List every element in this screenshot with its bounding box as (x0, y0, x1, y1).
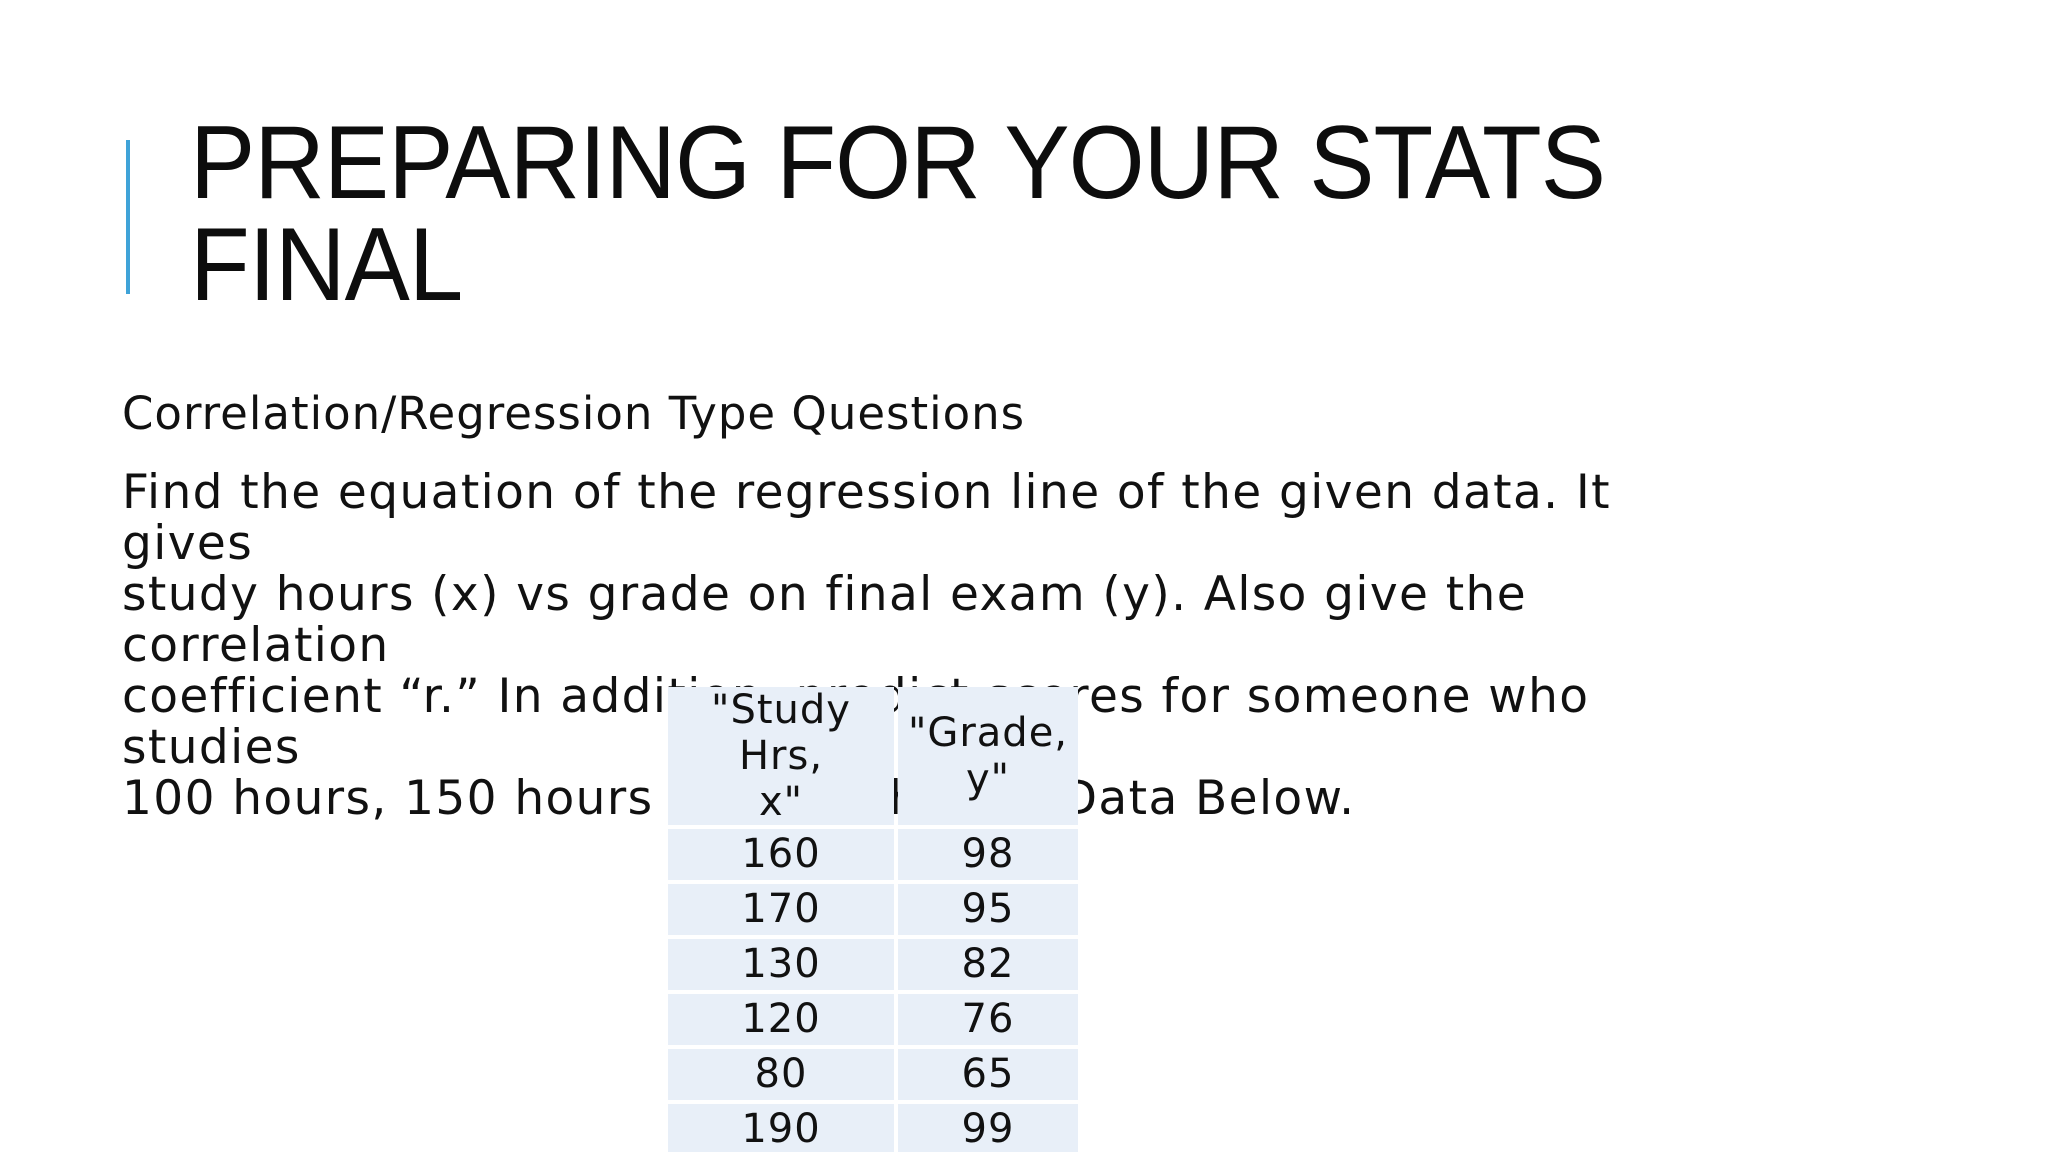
table-row: 170 95 (668, 884, 1078, 935)
cell-study-hours: 160 (668, 829, 894, 880)
cell-study-hours: 80 (668, 1049, 894, 1100)
question-line-1: Find the equation of the regression line… (122, 465, 1611, 571)
cell-grade: 99 (898, 1104, 1078, 1152)
question-line-2: study hours (x) vs grade on final exam (… (122, 567, 1528, 673)
data-table: "Study Hrs, x" "Grade, y" 160 98 170 95 … (664, 683, 1082, 1152)
header-study-hours: "Study Hrs, x" (668, 687, 894, 825)
table-row: 80 65 (668, 1049, 1078, 1100)
table-row: 190 99 (668, 1104, 1078, 1152)
cell-study-hours: 120 (668, 994, 894, 1045)
slide-title: PREPARING FOR YOUR STATS FINAL (190, 111, 1788, 317)
table-row: 130 82 (668, 939, 1078, 990)
cell-study-hours: 190 (668, 1104, 894, 1152)
table-row: 120 76 (668, 994, 1078, 1045)
title-accent-bar (126, 140, 130, 294)
table-row: 160 98 (668, 829, 1078, 880)
cell-grade: 82 (898, 939, 1078, 990)
cell-grade: 76 (898, 994, 1078, 1045)
section-subheading: Correlation/Regression Type Questions (122, 387, 1026, 440)
cell-grade: 95 (898, 884, 1078, 935)
cell-study-hours: 130 (668, 939, 894, 990)
cell-grade: 65 (898, 1049, 1078, 1100)
cell-grade: 98 (898, 829, 1078, 880)
slide-title-line-1: PREPARING FOR YOUR STATS (190, 105, 1606, 221)
cell-study-hours: 170 (668, 884, 894, 935)
slide-title-line-2: FINAL (190, 207, 463, 323)
table-header-row: "Study Hrs, x" "Grade, y" (668, 687, 1078, 825)
header-grade: "Grade, y" (898, 687, 1078, 825)
